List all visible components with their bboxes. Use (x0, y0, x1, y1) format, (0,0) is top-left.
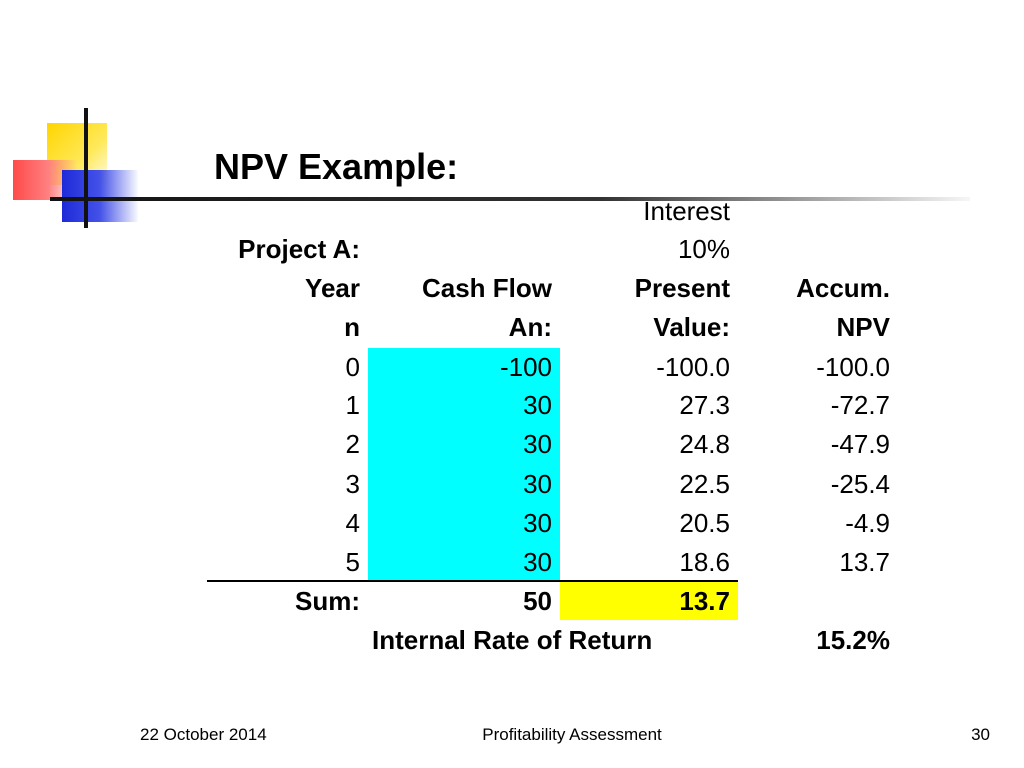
table-row-year: 5 (345, 547, 360, 577)
header-cash-flow: Cash Flow (421, 273, 552, 303)
table-row-accum: 13.7 (839, 547, 890, 577)
table-row-cash-flow: 30 (523, 508, 552, 538)
interest-rate: 10% (677, 234, 730, 264)
table-row-pv: 18.6 (679, 547, 730, 577)
cash-flow-highlight (368, 348, 560, 580)
table-row-pv: -100.0 (656, 352, 730, 382)
header-present-value-sub: Value: (653, 312, 730, 342)
decor-vertical-line (84, 108, 88, 228)
table-row-cash-flow: 30 (523, 429, 552, 459)
sum-present-value: 13.7 (679, 586, 730, 616)
table-row-cash-flow: -100 (499, 352, 552, 382)
decor-blue-square (62, 170, 138, 222)
sum-pv-highlight (560, 582, 738, 620)
table-row-accum: -47.9 (830, 429, 890, 459)
table-row-accum: -100.0 (816, 352, 890, 382)
header-cash-flow-sub: An: (508, 312, 552, 342)
project-label: Project A: (238, 234, 360, 264)
table-row-accum: -72.7 (830, 390, 890, 420)
header-accum-npv-sub: NPV (836, 312, 890, 342)
table-row-accum: -4.9 (845, 508, 890, 538)
sum-label: Sum: (295, 586, 360, 616)
table-row-year: 2 (345, 429, 360, 459)
table-row-year: 0 (345, 352, 360, 382)
table-row-year: 1 (345, 390, 360, 420)
footer-title: Profitability Assessment (482, 725, 662, 744)
header-accum-npv: Accum. (796, 273, 890, 303)
table-row-pv: 22.5 (679, 469, 730, 499)
footer-date: 22 October 2014 (140, 725, 267, 744)
slide-title: NPV Example: (214, 146, 459, 187)
table-row-cash-flow: 30 (523, 547, 552, 577)
title-underline (50, 197, 970, 201)
sum-rule (207, 580, 738, 582)
table-row-cash-flow: 30 (523, 390, 552, 420)
header-year-sub: n (344, 312, 360, 342)
table-row-pv: 20.5 (679, 508, 730, 538)
table-row-year: 4 (345, 508, 360, 538)
interest-label: Interest (643, 196, 730, 226)
table-row-cash-flow: 30 (523, 469, 552, 499)
table-row-year: 3 (345, 469, 360, 499)
irr-value: 15.2% (816, 625, 890, 655)
table-row-pv: 24.8 (679, 429, 730, 459)
irr-label: Internal Rate of Return (372, 625, 653, 655)
header-year: Year (305, 273, 360, 303)
table-row-accum: -25.4 (830, 469, 890, 499)
page-number: 30 (971, 725, 990, 744)
table-row-pv: 27.3 (679, 390, 730, 420)
sum-cash-flow: 50 (523, 586, 552, 616)
header-present-value: Present (634, 273, 730, 303)
